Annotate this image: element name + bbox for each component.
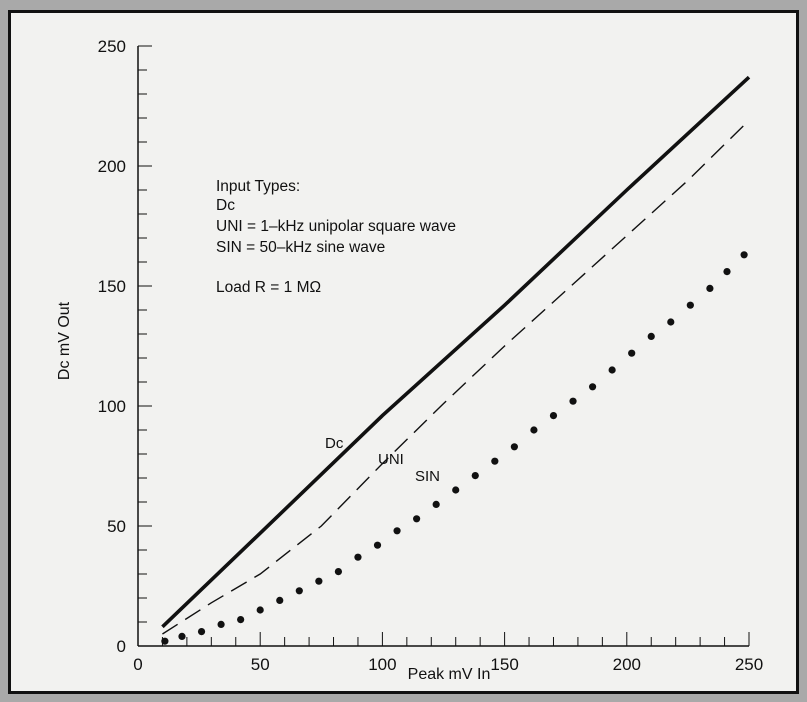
- chart-frame: 0 50 100 150 200 250 0 50 100 150 200 250 Dc mV Out…: [8, 10, 799, 694]
- series-label-sin: SIN: [415, 468, 440, 485]
- series-uni-line: [162, 124, 745, 635]
- series-sin-point: [373, 541, 382, 549]
- legend-annotation: Input Types: Dc UNI = 1–kHz unipolar squ…: [216, 178, 456, 296]
- x-tick-label: 100: [368, 655, 396, 674]
- x-tick-label: 250: [735, 655, 763, 674]
- series-sin-point: [276, 596, 284, 605]
- series-sin-point: [706, 284, 714, 292]
- legend-line-2: Dc: [216, 197, 235, 214]
- series-sin-point: [647, 332, 655, 340]
- series-label-uni: UNI: [378, 451, 404, 468]
- series-label-dc: Dc: [325, 435, 344, 452]
- series-sin-point: [628, 349, 636, 357]
- series-sin-point: [161, 637, 169, 645]
- x-axis-title: Peak mV In: [408, 666, 491, 683]
- series-sin-point: [334, 568, 343, 576]
- y-axis-title: Dc mV Out: [56, 301, 73, 380]
- series-sin-point: [510, 443, 518, 451]
- series-sin-point: [217, 620, 225, 629]
- series-sin-point: [491, 457, 499, 465]
- series-layer: [161, 75, 751, 645]
- y-tick-label: 100: [98, 397, 126, 416]
- series-sin-point: [686, 301, 694, 309]
- axes: [137, 46, 749, 647]
- series-sin-point: [315, 577, 323, 585]
- series-sin-point: [393, 527, 401, 535]
- series-sin-point: [295, 587, 303, 595]
- legend-line-4: SIN = 50–kHz sine wave: [216, 239, 385, 256]
- series-sin-point: [432, 500, 440, 508]
- x-tick-label: 200: [613, 655, 641, 674]
- chart-svg: 0 50 100 150 200 250 0 50 100 150 200 250 Dc mV Out…: [56, 37, 764, 683]
- series-dc-line: [161, 75, 751, 629]
- series-sin-point: [452, 486, 460, 494]
- series-sin-point: [530, 426, 538, 434]
- series-sin-point: [197, 628, 206, 636]
- y-tick-label: 0: [117, 637, 126, 656]
- series-sin-point: [354, 553, 362, 561]
- series-sin-point: [256, 606, 264, 614]
- x-tick-label: 0: [133, 655, 142, 674]
- y-tick-label: 50: [107, 517, 126, 536]
- ticks: 0 50 100 150 200 250 0 50 100 150 200 250: [98, 37, 764, 674]
- legend-line-3: UNI = 1–kHz unipolar square wave: [216, 218, 456, 235]
- series-sin-point: [608, 366, 616, 374]
- series-sin-point: [178, 632, 186, 641]
- x-tick-label: 150: [490, 655, 518, 674]
- legend-line-6: Load R = 1 MΩ: [216, 279, 321, 296]
- y-tick-label: 200: [98, 157, 126, 176]
- y-tick-label: 150: [98, 277, 126, 296]
- x-tick-label: 50: [251, 655, 270, 674]
- y-tick-label: 250: [98, 37, 126, 56]
- series-sin-point: [723, 268, 731, 276]
- series-sin-point: [237, 616, 245, 624]
- series-sin-point: [569, 397, 577, 405]
- series-sin-point: [413, 515, 421, 523]
- series-sin-point: [471, 472, 479, 480]
- series-sin-point: [667, 318, 675, 326]
- series-sin-point: [549, 412, 558, 420]
- series-sin-point: [740, 251, 748, 259]
- legend-line-1: Input Types:: [216, 178, 300, 195]
- series-sin-point: [588, 383, 597, 391]
